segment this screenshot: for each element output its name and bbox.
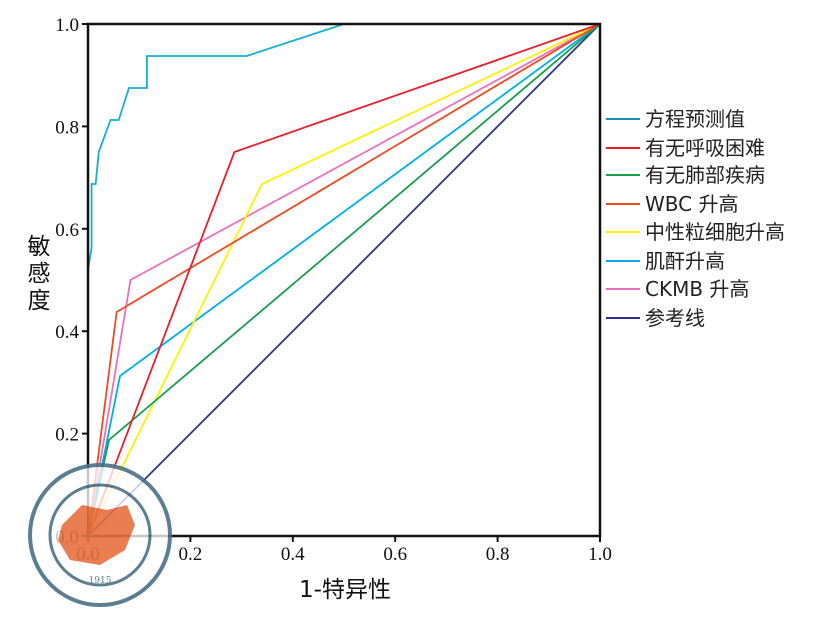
legend-label-3: WBC 升高: [645, 192, 738, 216]
watermark-year: 1915: [89, 576, 112, 586]
legend-label-1: 有无呼吸困难: [645, 136, 765, 160]
series-line-3: [87, 23, 601, 537]
legend-label-0: 方程预测值: [645, 107, 745, 131]
y-tick-label: 0.6: [55, 220, 79, 241]
legend-label-6: CKMB 升高: [645, 277, 749, 301]
series-line-6: [87, 23, 601, 537]
series-line-7: [87, 23, 601, 537]
watermark-logo: 1915: [28, 463, 172, 607]
x-tick-label: 0.8: [486, 544, 510, 565]
legend-label-7: 参考线: [645, 306, 705, 330]
y-tick-label: 0.8: [55, 117, 79, 138]
legend-label-2: 有无肺部疾病: [645, 163, 765, 187]
series-layer: [87, 23, 601, 537]
x-tick-label: 0.6: [383, 544, 407, 565]
y-tick-label: 0.4: [55, 322, 79, 343]
legend-label-5: 肌酐升高: [645, 249, 725, 273]
y-axis-label: 敏感度: [23, 234, 49, 315]
y-tick-label: 0.2: [55, 425, 79, 446]
series-line-1: [87, 23, 601, 537]
x-axis-label: 1-特异性: [299, 577, 391, 603]
legend-label-4: 中性粒细胞升高: [645, 220, 785, 244]
y-tick-label: 1.0: [55, 15, 79, 36]
series-line-4: [87, 23, 601, 537]
x-tick-label: 1.0: [588, 544, 612, 565]
x-tick-label: 0.2: [179, 544, 203, 565]
series-line-0: [87, 23, 600, 270]
x-tick-label: 0.4: [281, 544, 305, 565]
